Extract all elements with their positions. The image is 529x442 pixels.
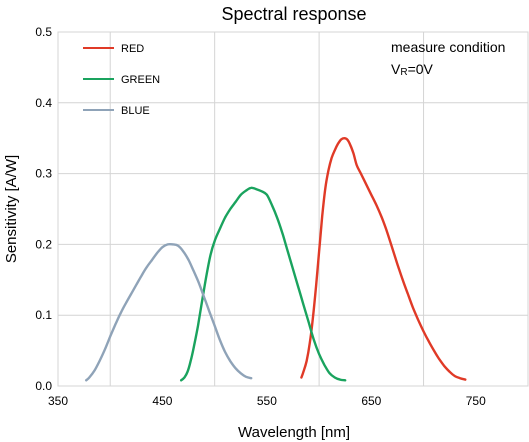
legend: RED GREEN BLUE: [83, 43, 160, 117]
y-tick-label: 0.5: [35, 25, 52, 39]
chart-title: Spectral response: [221, 4, 366, 24]
annotation-line1: measure condition: [391, 39, 505, 55]
x-tick-label: 750: [466, 394, 486, 408]
y-tick-label: 0.3: [35, 167, 52, 181]
y-tick-label: 0.4: [35, 96, 52, 110]
x-tick-label: 550: [257, 394, 277, 408]
annotation-v: V: [391, 61, 401, 77]
x-axis-label: Wavelength [nm]: [238, 424, 350, 441]
axis-ticks: 350 450 550 650 750 0.0 0.1 0.2 0.3 0.4 0.5: [35, 25, 486, 408]
legend-label-blue: BLUE: [121, 105, 150, 117]
grid-lines: [58, 31, 529, 387]
series-line-green: [180, 186, 347, 382]
annotation-subscript: R: [400, 67, 407, 78]
y-tick-label: 0.2: [35, 237, 52, 251]
x-tick-label: 650: [361, 394, 381, 408]
x-tick-label: 450: [152, 394, 172, 408]
annotation-value: =0V: [408, 61, 434, 77]
y-axis-label: Sensitivity [A/W]: [3, 155, 20, 263]
series-line-red: [300, 137, 467, 381]
x-tick-label: 350: [48, 394, 68, 408]
series-line-blue: [85, 242, 253, 382]
legend-label-green: GREEN: [121, 74, 160, 86]
y-tick-label: 0.1: [35, 308, 52, 322]
annotation-line2: VR=0V: [391, 61, 434, 78]
y-tick-label: 0.0: [35, 379, 52, 393]
data-series: [85, 137, 467, 382]
legend-label-red: RED: [121, 43, 144, 55]
